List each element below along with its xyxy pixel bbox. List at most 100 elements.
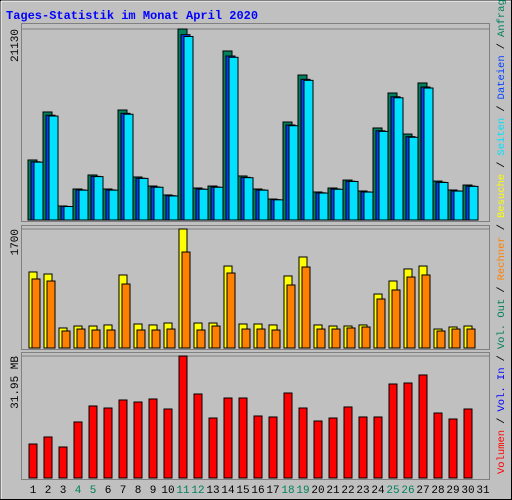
bar: [273, 199, 284, 221]
x-tick-label: 2: [45, 485, 52, 497]
bar: [46, 280, 56, 349]
bar: [418, 374, 428, 479]
chart-title: Tages-Statistik im Monat April 2020: [6, 9, 258, 23]
bar: [436, 330, 446, 349]
x-tick-label: 31: [476, 485, 490, 497]
bar: [78, 189, 89, 221]
legend-separator: /: [496, 286, 508, 292]
bar: [373, 416, 383, 479]
bar: [211, 325, 221, 349]
x-tick-label: 28: [431, 485, 444, 497]
bar: [283, 392, 293, 479]
bar: [241, 328, 251, 349]
bar: [331, 328, 341, 349]
y-tick-label: 1700: [10, 229, 22, 255]
bar: [43, 436, 53, 479]
bar: [118, 399, 128, 479]
bar: [316, 328, 326, 349]
x-tick-label: 17: [266, 485, 279, 497]
bar: [256, 328, 266, 349]
bar: [286, 284, 296, 349]
bar: [358, 416, 368, 479]
bar: [388, 383, 398, 479]
bar: [228, 56, 239, 221]
legend-separator: /: [496, 418, 508, 424]
x-tick-label: 6: [105, 485, 112, 497]
bar: [376, 298, 386, 349]
legend-entry: Seiten: [496, 118, 508, 156]
bar: [63, 206, 74, 221]
bar: [408, 136, 419, 221]
x-tick-label: 22: [341, 485, 354, 497]
bar: [28, 443, 38, 479]
legend-entry: Besuche: [496, 174, 508, 218]
bar: [178, 355, 188, 479]
bar: [148, 398, 158, 479]
bar: [48, 115, 59, 221]
x-tick-label: 3: [60, 485, 67, 497]
legend-separator: /: [496, 43, 508, 49]
bar: [406, 276, 416, 349]
bar: [151, 329, 161, 349]
bar: [238, 397, 248, 479]
bar: [103, 407, 113, 479]
bar: [136, 329, 146, 349]
bar: [183, 36, 194, 221]
x-tick-label: 16: [251, 485, 264, 497]
bar: [451, 328, 461, 349]
x-tick-label: 4: [75, 485, 82, 497]
bar: [438, 181, 449, 221]
x-tick-label: 8: [135, 485, 142, 497]
bar: [318, 192, 329, 221]
bar: [391, 289, 401, 349]
legend-separator: /: [496, 162, 508, 168]
bar: [423, 87, 434, 221]
bar: [363, 191, 374, 221]
legend-separator: /: [496, 105, 508, 111]
bar: [393, 97, 404, 221]
bar: [298, 407, 308, 479]
bar: [108, 189, 119, 221]
bar: [226, 272, 236, 349]
x-tick-label: 30: [461, 485, 474, 497]
bar: [301, 266, 311, 349]
x-tick-label: 9: [150, 485, 157, 497]
bar: [166, 328, 176, 349]
bar: [361, 326, 371, 349]
x-tick-label: 21: [326, 485, 340, 497]
x-tick-label: 18: [281, 485, 294, 497]
bar: [88, 405, 98, 479]
bar: [93, 176, 104, 221]
bar: [73, 421, 83, 479]
bar: [133, 401, 143, 479]
bar: [153, 186, 164, 221]
x-tick-label: 10: [161, 485, 174, 497]
bar: [76, 328, 86, 349]
x-tick-label: 23: [356, 485, 369, 497]
bar: [213, 186, 224, 221]
x-tick-label: 20: [311, 485, 324, 497]
legend-entry: Vol. In: [496, 367, 508, 411]
bar: [163, 408, 173, 479]
bar: [193, 393, 203, 479]
bar: [466, 328, 476, 349]
bar: [333, 188, 344, 221]
bar: [91, 329, 101, 349]
legend-entry: Dateien: [496, 55, 508, 99]
bar: [61, 330, 71, 349]
bar: [346, 327, 356, 349]
legend-separator: /: [496, 224, 508, 230]
bar: [328, 417, 338, 479]
side-legend: Volumen / Vol. In / Vol. Out / Rechner / Besuche…: [496, 0, 508, 474]
bar: [348, 180, 359, 221]
bar: [58, 446, 68, 479]
bar: [138, 177, 149, 221]
bar: [196, 329, 206, 349]
bar: [121, 283, 131, 349]
bar: [168, 195, 179, 221]
bar: [253, 415, 263, 479]
bar: [31, 278, 41, 349]
bar: [303, 79, 314, 221]
bar: [313, 420, 323, 479]
